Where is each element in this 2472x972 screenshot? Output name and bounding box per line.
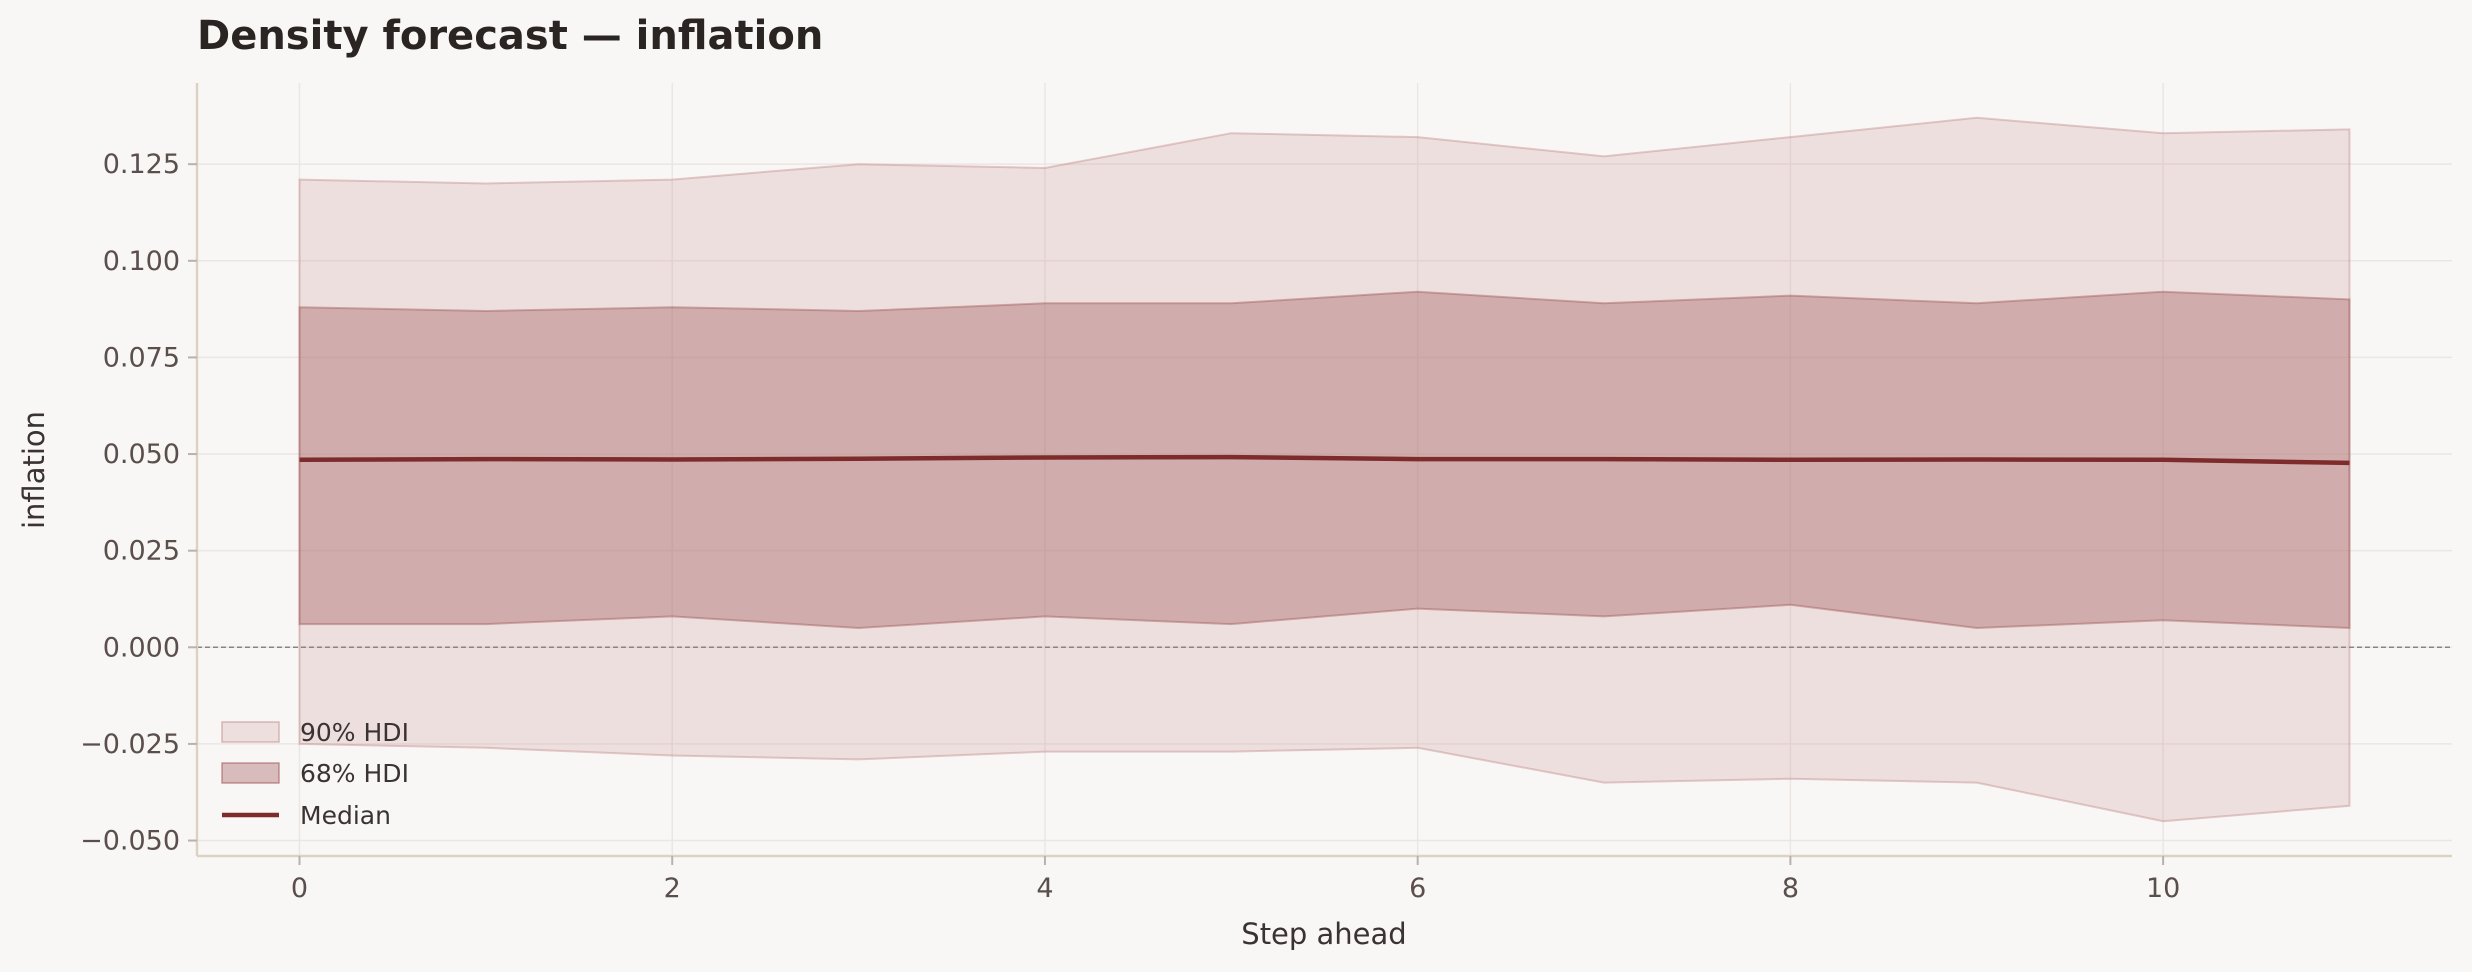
median-series-line	[299, 454, 2350, 466]
y-tick-label: 0.125	[103, 149, 180, 180]
x-tick-label: 4	[1036, 873, 1053, 904]
legend-label: 90% HDI	[300, 718, 409, 747]
legend-swatch	[221, 762, 280, 784]
axes	[188, 83, 2452, 865]
bands	[298, 116, 2351, 823]
y-tick-label: −0.050	[80, 826, 180, 857]
y-axis-label: inflation	[17, 411, 51, 529]
y-tick-label: 0.075	[103, 342, 180, 373]
chart-title: Density forecast — inflation	[197, 13, 823, 59]
x-tick-label: 6	[1409, 873, 1426, 904]
x-tick-label: 0	[291, 873, 308, 904]
median-line	[299, 454, 2350, 466]
legend-label: Median	[300, 801, 391, 830]
band-90-hdi	[298, 116, 2351, 823]
y-tick-label: 0.100	[103, 246, 180, 277]
y-tick-label: −0.025	[80, 729, 180, 760]
legend-swatch	[221, 721, 280, 743]
x-tick-label: 8	[1782, 873, 1799, 904]
y-tick-label: 0.050	[103, 439, 180, 470]
x-tick-label: 2	[664, 873, 681, 904]
legend: 90% HDI 68% HDI Median	[221, 718, 409, 830]
y-tick-label: 0.000	[103, 632, 180, 663]
grid	[197, 83, 2452, 856]
x-axis-label: Step ahead	[1241, 917, 1406, 951]
legend-label: 68% HDI	[300, 759, 409, 788]
x-tick-label: 10	[2146, 873, 2180, 904]
y-tick-label: 0.025	[103, 536, 180, 567]
tick-labels: 0 2 4 6 8 10 −0.050 −0.025 0.000 0.025 0.050 0.075 0…	[80, 149, 2180, 904]
